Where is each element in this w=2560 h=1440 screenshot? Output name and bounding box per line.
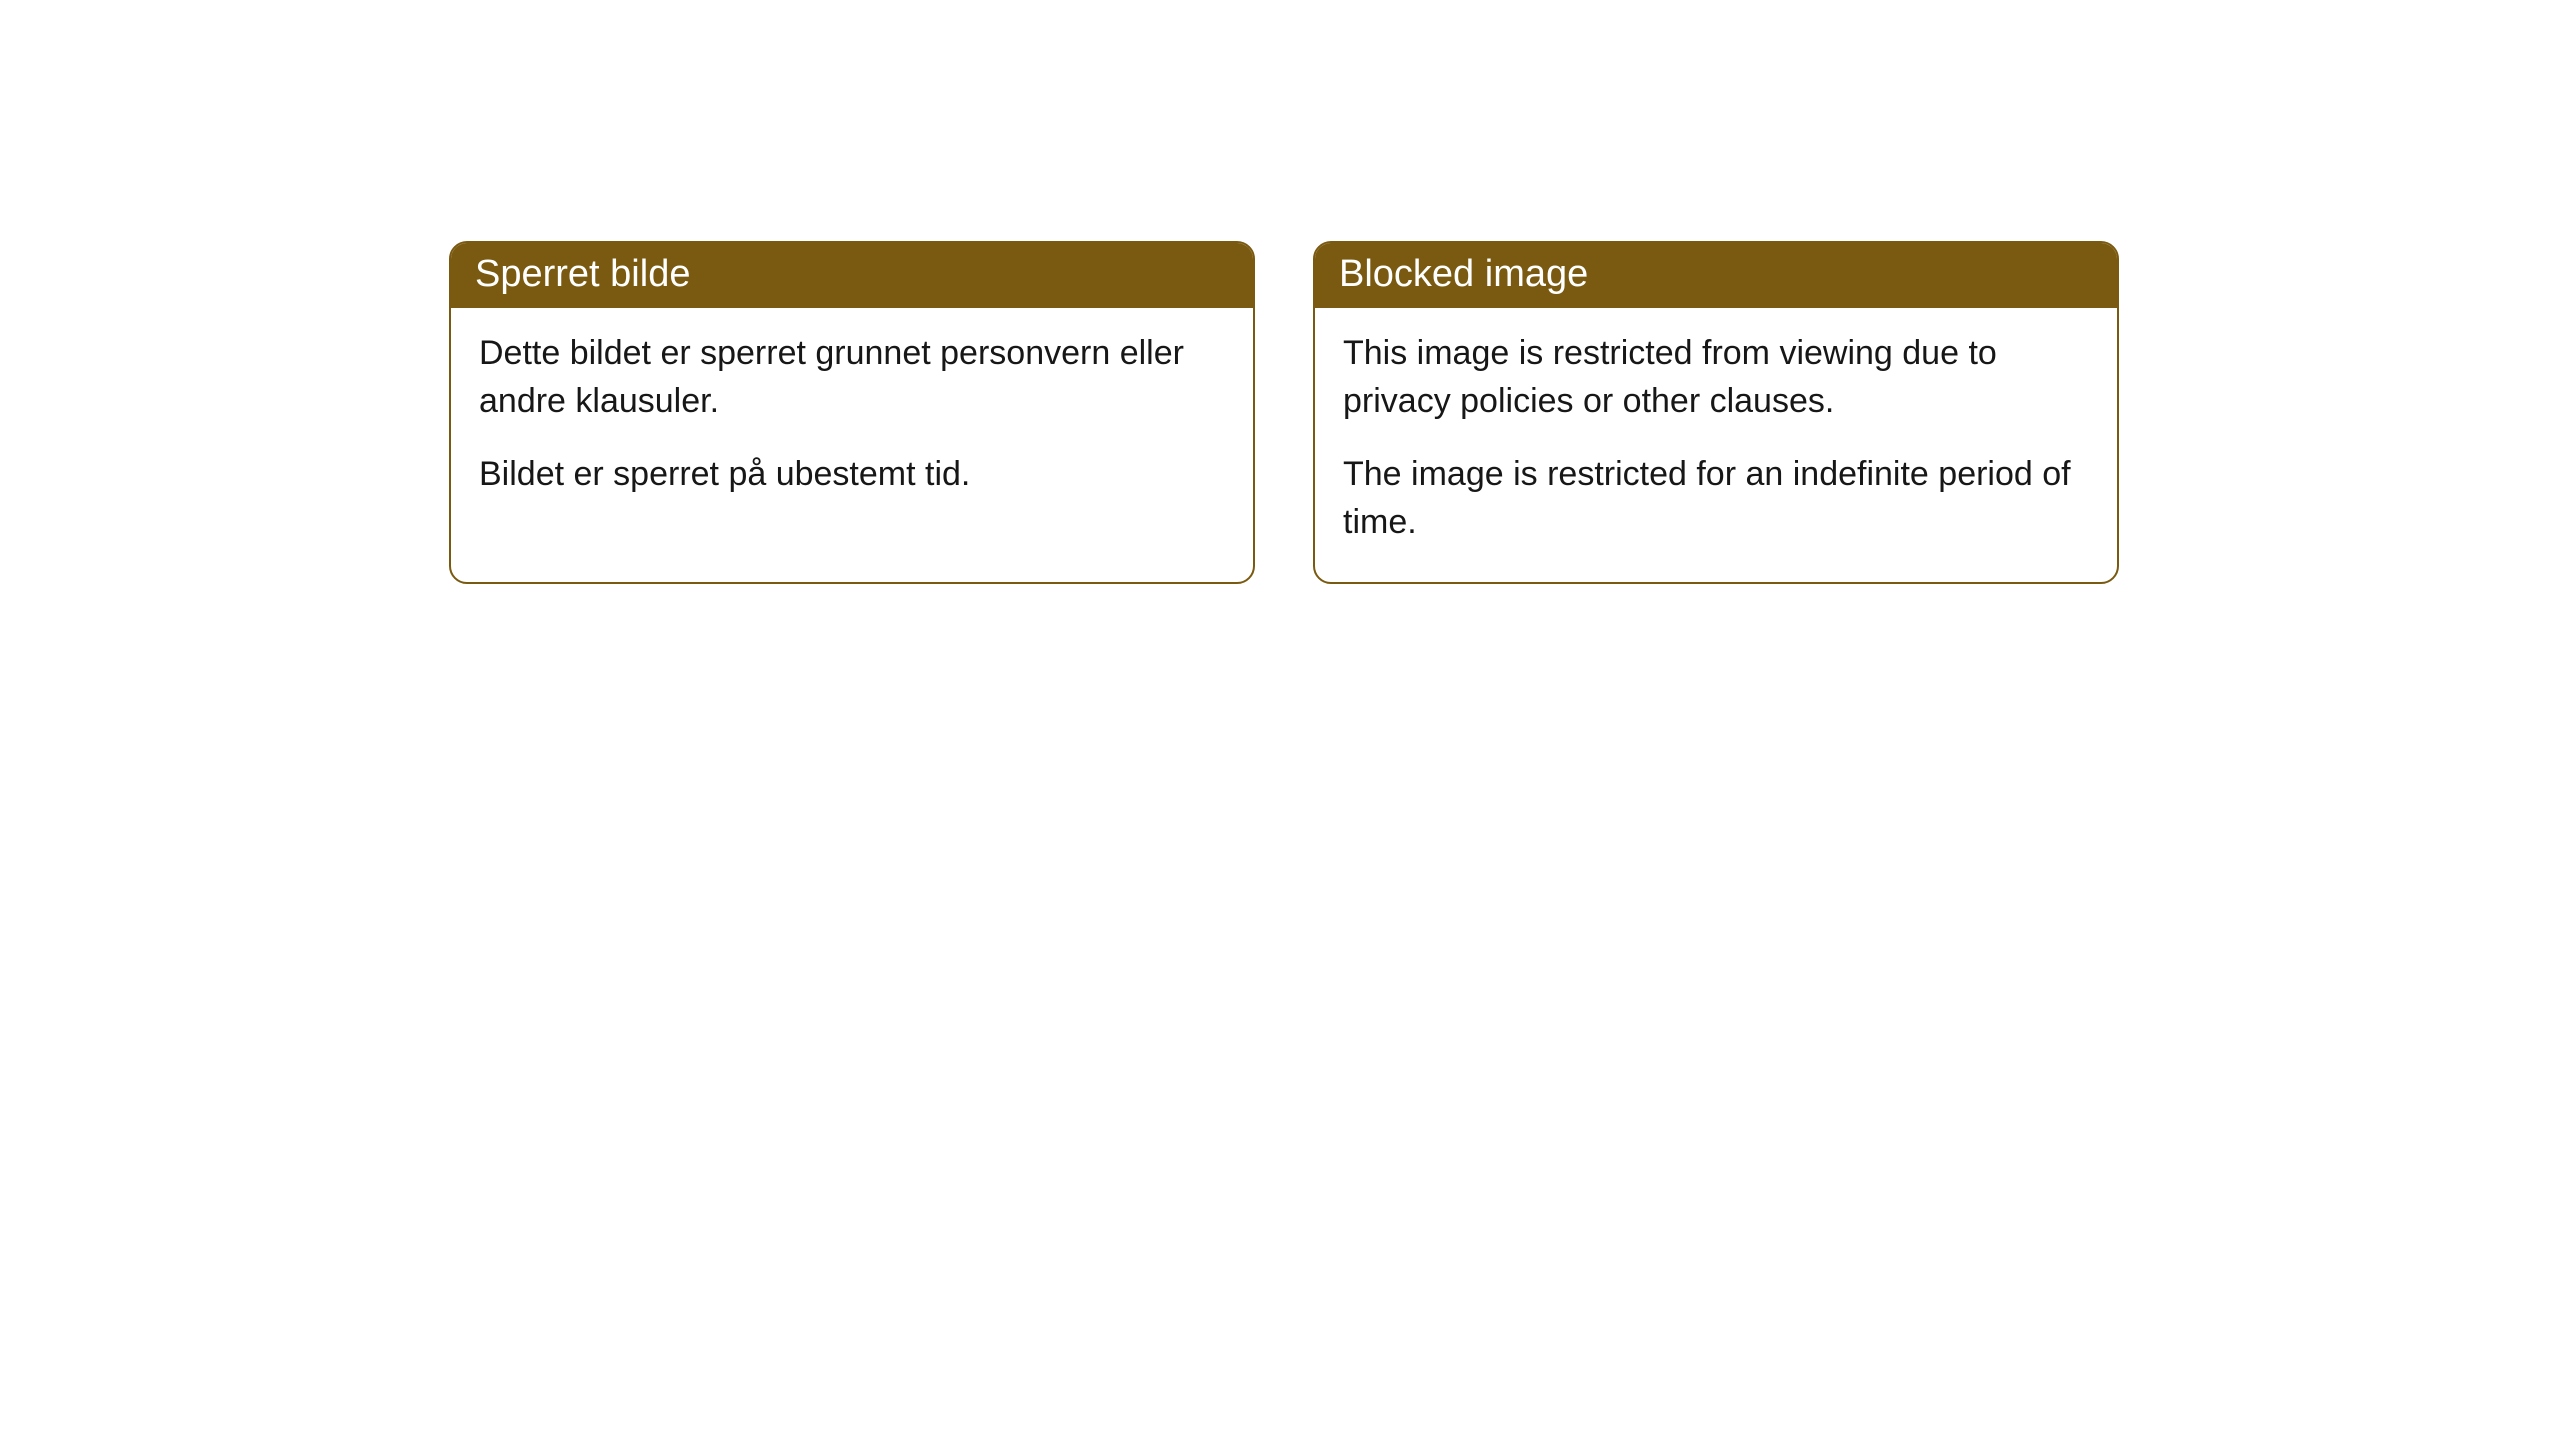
card-paragraph-en-2: The image is restricted for an indefinit… (1343, 451, 2089, 546)
card-paragraph-no-2: Bildet er sperret på ubestemt tid. (479, 451, 1225, 499)
card-paragraph-en-1: This image is restricted from viewing du… (1343, 330, 2089, 425)
cards-container: Sperret bilde Dette bildet er sperret gr… (449, 241, 2119, 584)
blocked-image-card-no: Sperret bilde Dette bildet er sperret gr… (449, 241, 1255, 584)
blocked-image-card-en: Blocked image This image is restricted f… (1313, 241, 2119, 584)
card-body-en: This image is restricted from viewing du… (1315, 308, 2117, 582)
card-header-en: Blocked image (1315, 243, 2117, 308)
card-header-no: Sperret bilde (451, 243, 1253, 308)
card-body-no: Dette bildet er sperret grunnet personve… (451, 308, 1253, 535)
card-paragraph-no-1: Dette bildet er sperret grunnet personve… (479, 330, 1225, 425)
